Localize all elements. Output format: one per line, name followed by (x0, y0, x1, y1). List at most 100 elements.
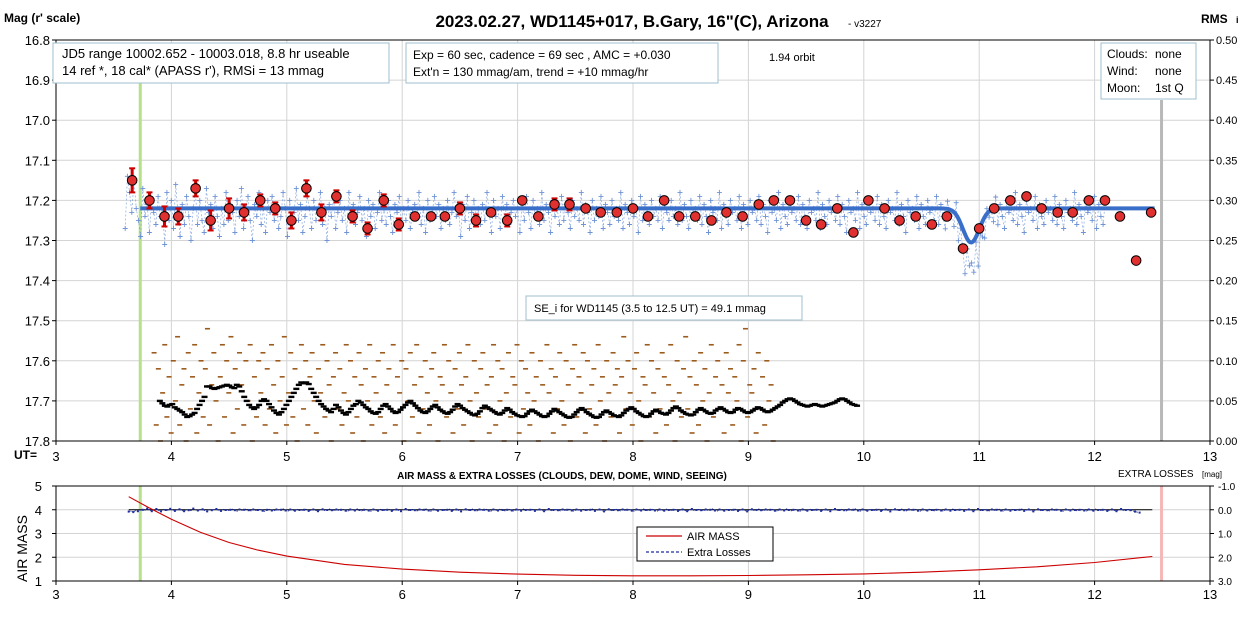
extra-losses-point (164, 509, 167, 511)
extra-losses-point (335, 508, 338, 511)
weather-clouds-val: none (1155, 47, 1182, 61)
binned-point (611, 207, 623, 218)
raw-data-point (177, 234, 183, 239)
extra-losses-point (201, 508, 204, 511)
raw-data-point (151, 209, 157, 215)
extra-losses-point (741, 508, 744, 511)
extra-losses-point (815, 508, 818, 511)
raw-data-point (1096, 201, 1102, 207)
raw-data-point (578, 189, 584, 195)
extra-losses-point (418, 508, 421, 511)
raw-data-point (1015, 222, 1021, 227)
raw-data-point (872, 217, 878, 223)
extra-losses-point (160, 510, 162, 513)
extra-losses-point (1009, 509, 1012, 512)
legend-airmass-label: AIR MASS (687, 531, 740, 543)
raw-data-point (510, 197, 516, 203)
extra-losses-line (128, 508, 1140, 513)
raw-data-point (449, 209, 455, 215)
upper-y2-tick-label: 0.30 (1216, 195, 1237, 207)
raw-data-point (655, 217, 661, 223)
raw-data-point (1100, 222, 1106, 227)
raw-data-point (350, 201, 356, 207)
extra-losses-point (898, 509, 901, 511)
raw-data-point (920, 213, 926, 219)
raw-data-point (708, 197, 714, 203)
extra-losses-point (940, 509, 943, 512)
raw-data-point (214, 213, 220, 219)
extra-losses-point (750, 508, 753, 511)
extra-losses-point (917, 509, 919, 512)
extra-losses-point (810, 509, 813, 511)
extra-losses-point (820, 509, 823, 512)
raw-data-point (1074, 222, 1080, 227)
upper-x-tick-label: 10 (857, 449, 871, 464)
raw-data-point (631, 213, 637, 219)
extra-losses-point (801, 508, 804, 511)
raw-data-point (607, 222, 613, 227)
lower-y2-tick-label: 0.0 (1218, 506, 1232, 517)
raw-data-point (782, 213, 788, 219)
raw-data-point (955, 238, 961, 244)
extra-losses-point (718, 508, 721, 511)
raw-data-point (1034, 226, 1040, 231)
raw-data-point (706, 230, 711, 235)
upper-x-tick-label: 5 (283, 449, 290, 464)
raw-data-point (699, 222, 705, 227)
raw-data-point (806, 197, 812, 203)
raw-data-point (171, 226, 176, 231)
upper-x-tick-label: 6 (399, 449, 406, 464)
binned-point (863, 195, 874, 206)
lower-x-tick-label: 7 (514, 587, 521, 602)
raw-data-point (278, 213, 284, 219)
raw-data-point (835, 193, 841, 199)
extra-losses-point (243, 508, 246, 511)
extra-losses-point (847, 508, 850, 511)
extra-losses-point (1097, 509, 1100, 511)
raw-data-point (620, 226, 626, 231)
raw-data-point (458, 234, 464, 239)
raw-data-point (355, 209, 361, 215)
lower-x-tick-label: 4 (168, 587, 175, 602)
extra-losses-point (183, 510, 186, 513)
extra-losses-point (326, 509, 329, 511)
raw-data-point (302, 213, 308, 219)
binned-point (316, 207, 327, 218)
extra-losses-point (949, 509, 952, 512)
extra-losses-point (1018, 508, 1021, 511)
raw-data-point (861, 213, 867, 219)
raw-data-point (903, 230, 909, 235)
raw-data-point (168, 197, 174, 203)
raw-data-point (396, 193, 402, 199)
raw-data-point (868, 209, 874, 215)
extra-losses-point (963, 509, 966, 512)
raw-data-point (445, 197, 451, 203)
extra-losses-point (215, 508, 218, 510)
raw-data-point (602, 201, 608, 207)
raw-data-point (467, 226, 472, 231)
extra-losses-point (967, 508, 970, 511)
raw-data-point (346, 189, 352, 195)
lower-x-tick-label: 12 (1087, 587, 1101, 602)
binned-point (1021, 191, 1032, 202)
raw-data-point (403, 217, 409, 223)
extra-losses-point (358, 509, 361, 511)
extra-losses-point (515, 508, 518, 511)
extra-losses-point (252, 508, 255, 511)
lower-x-tick-label: 10 (857, 587, 871, 602)
extra-losses-point (889, 510, 892, 513)
extra-losses-point (838, 509, 841, 511)
info-box-2-line-1: Exp = 60 sec, cadence = 69 sec , AMC = +… (413, 48, 671, 62)
extra-losses-point (1134, 510, 1136, 513)
binned-point (673, 211, 685, 222)
raw-data-point (252, 201, 258, 207)
raw-data-point (800, 201, 806, 207)
binned-point (205, 215, 216, 226)
raw-data-point (548, 230, 554, 235)
upper-y2-tick-label: 0.50 (1216, 35, 1237, 47)
raw-data-point (649, 197, 654, 203)
airmass-line (128, 496, 1153, 577)
raw-data-point (686, 226, 692, 231)
se-box: SE_i for WD1145 (3.5 to 12.5 UT) = 49.1 … (525, 295, 803, 321)
extra-losses-point (524, 509, 527, 511)
